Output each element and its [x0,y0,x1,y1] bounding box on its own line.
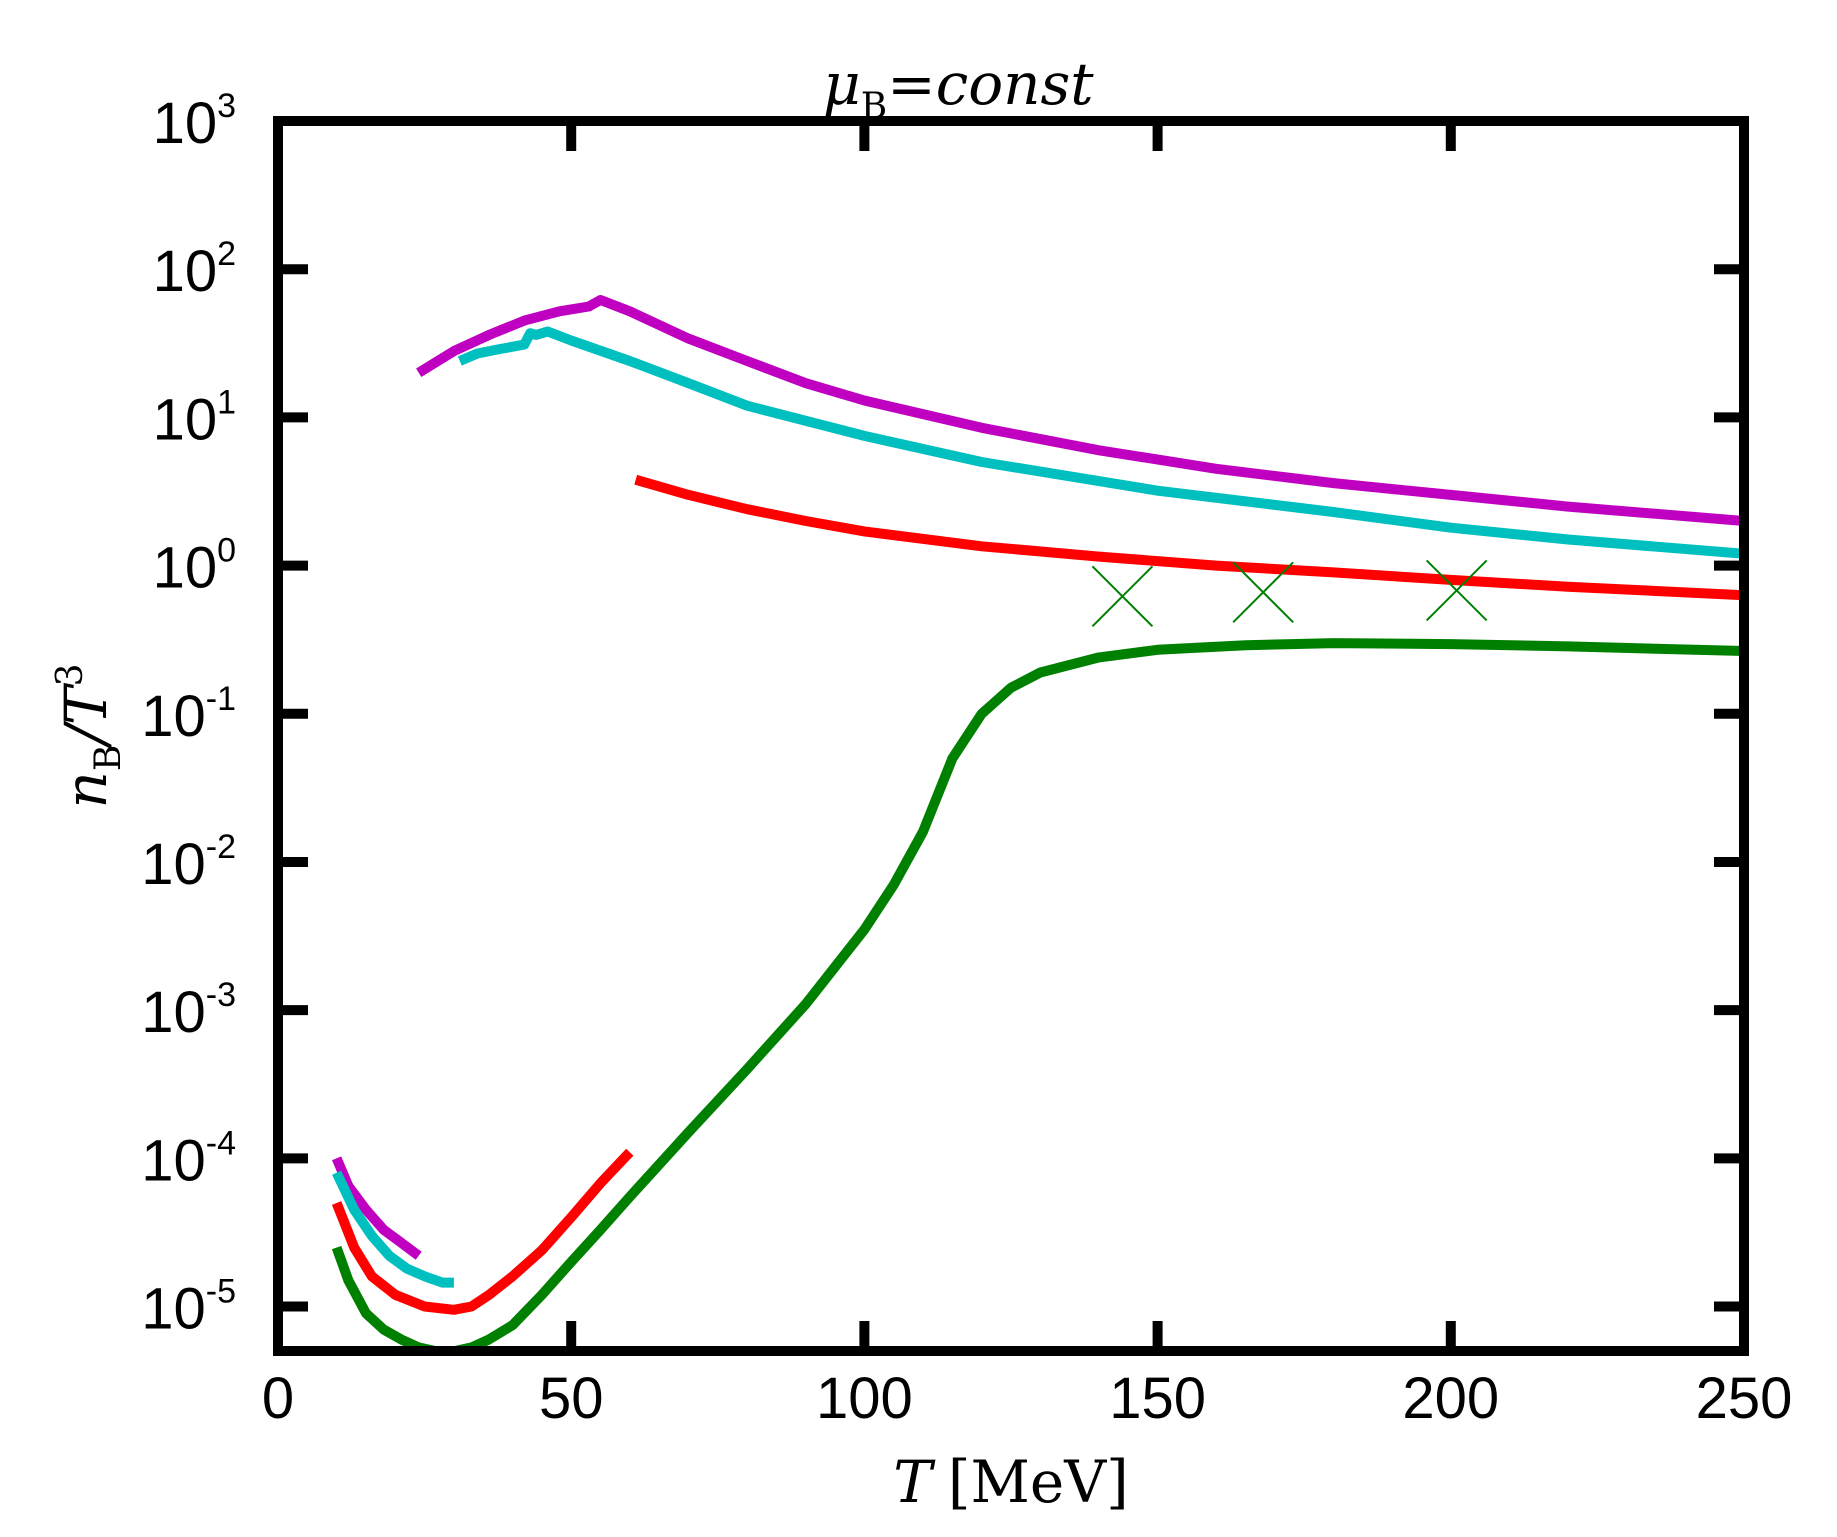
y-tick-labels: 103 102 101 100 10-1 10-2 10-3 10-4 10-5 [141,87,236,1342]
series-magenta-segment-0 [331,1156,422,1260]
y-axis-title: nB/T3 [50,664,129,809]
x-tick-label-3: 150 [1109,1366,1206,1431]
y-axis-sup: 3 [50,664,91,687]
marker-layer [1091,559,1488,628]
title-symbol: μ [823,50,861,118]
y-tick-label-2: 101 [153,383,236,452]
marker-stroke [1232,561,1294,624]
y-axis-rest: /T [52,682,120,750]
x-axis-symbol: T [893,1448,936,1516]
series-cyan-segment-0 [332,1170,454,1288]
lattice-point-0 [1091,565,1154,628]
y-axis-sub: B [88,745,129,771]
x-tick-labels: 0 50 100 150 200 250 [262,1366,1793,1431]
title-rest: =const [887,50,1094,118]
y-tick-label-0: 103 [153,87,236,156]
y-tick-label-8: 10-5 [141,1273,236,1342]
marker-stroke [1425,559,1488,622]
y-tick-label-6: 10-3 [141,976,236,1045]
y-tick-label-1: 102 [153,235,236,304]
series-magenta-segment-1 [416,295,1744,526]
y-axis-n: n [52,771,120,808]
series-red-segment-1 [634,474,1744,601]
lattice-point-1 [1232,561,1294,624]
series-cyan-segment-1 [457,326,1744,559]
y-tick-label-7: 10-4 [141,1124,236,1193]
y-tick-label-3: 100 [153,532,236,601]
x-axis-unit: [MeV] [948,1448,1129,1516]
tick-layer [273,116,1749,1351]
x-tick-label-0: 0 [262,1366,294,1431]
series-layer [331,295,1744,1351]
y-tick-label-4: 10-1 [141,680,236,749]
x-tick-label-4: 200 [1402,1366,1499,1431]
x-tick-label-1: 50 [539,1366,604,1431]
plot-frame [273,116,1749,1356]
x-tick-label-2: 100 [816,1366,913,1431]
series-red-segment-0 [331,1148,634,1315]
lattice-point-2 [1425,559,1488,622]
y-tick-label-5: 10-2 [141,828,236,897]
marker-stroke [1091,565,1154,628]
x-tick-label-5: 250 [1696,1366,1793,1431]
x-axis-title: T [MeV] [893,1448,1129,1516]
chart-title: μB=const [823,50,1094,127]
